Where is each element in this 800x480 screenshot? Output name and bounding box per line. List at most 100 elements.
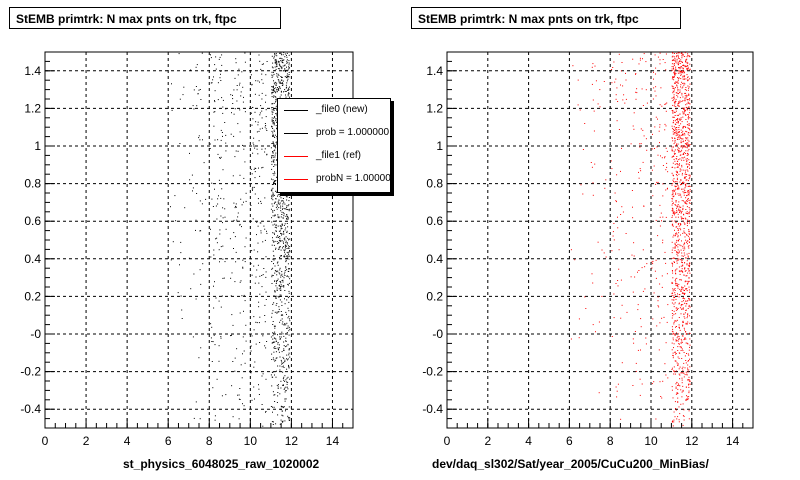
- left-scatter-point: [282, 406, 284, 407]
- right-scatter-point: [584, 296, 586, 298]
- left-scatter-point: [272, 103, 274, 105]
- left-scatter-point: [273, 161, 275, 163]
- left-scatter-point: [211, 182, 213, 184]
- left-scatter-point: [179, 264, 180, 266]
- right-scatter-point: [688, 185, 690, 187]
- right-scatter-point: [677, 333, 679, 335]
- right-scatter-point: [679, 113, 681, 115]
- right-scatter-point: [684, 280, 686, 282]
- right-scatter-point: [687, 315, 688, 317]
- right-scatter-point: [672, 425, 674, 427]
- right-scatter-point: [676, 163, 678, 165]
- right-scatter-point: [684, 236, 686, 238]
- left-scatter-point: [279, 82, 281, 84]
- left-scatter-point: [218, 249, 220, 251]
- left-scatter-point: [272, 86, 274, 88]
- right-y-tick-label: 0.8: [426, 177, 443, 191]
- right-scatter-point: [678, 106, 680, 107]
- right-scatter-point: [682, 64, 684, 66]
- legend-entry-probN: probN = 1.000000: [278, 169, 390, 189]
- left-scatter-point: [225, 108, 227, 110]
- right-scatter-point: [677, 56, 679, 58]
- left-scatter-point: [259, 293, 261, 295]
- right-scatter-point: [686, 179, 688, 181]
- left-scatter-point: [274, 183, 276, 185]
- left-scatter-point: [197, 93, 199, 94]
- left-scatter-point: [277, 195, 278, 197]
- left-scatter-point: [283, 367, 285, 368]
- left-scatter-point: [288, 251, 290, 253]
- left-scatter-point: [277, 60, 279, 62]
- right-scatter-point: [645, 343, 647, 345]
- right-scatter-point: [674, 370, 676, 372]
- right-scatter-point: [688, 392, 690, 394]
- left-scatter-point: [288, 367, 290, 369]
- right-scatter-point: [671, 263, 673, 264]
- right-scatter-point: [684, 95, 686, 97]
- right-scatter-point: [672, 420, 674, 422]
- right-scatter-point: [687, 67, 689, 69]
- left-scatter-point: [287, 255, 289, 257]
- left-scatter-point: [276, 271, 278, 273]
- left-scatter-point: [214, 101, 216, 103]
- right-scatter-point: [674, 73, 676, 75]
- left-scatter-point: [274, 91, 276, 93]
- right-scatter-point: [688, 315, 690, 317]
- right-scatter-point: [678, 127, 680, 128]
- right-scatter-point: [674, 246, 676, 248]
- left-scatter-point: [252, 107, 254, 108]
- right-scatter-point: [671, 241, 673, 243]
- left-scatter-point: [209, 148, 211, 149]
- left-scatter-point: [258, 140, 260, 142]
- left-scatter-point: [272, 232, 274, 234]
- left-scatter-point: [279, 57, 281, 59]
- left-scatter-point: [278, 63, 280, 65]
- left-scatter-point: [273, 122, 275, 124]
- left-scatter-point: [272, 67, 274, 69]
- right-scatter-point: [677, 103, 679, 105]
- left-scatter-point: [276, 227, 277, 229]
- left-scatter-point: [275, 84, 277, 86]
- right-scatter-point: [672, 133, 674, 135]
- left-scatter-point: [251, 399, 253, 401]
- right-scatter-point: [680, 249, 682, 251]
- right-scatter-point: [680, 389, 682, 391]
- left-x-tick-label: 0: [42, 434, 49, 448]
- right-scatter-point: [612, 67, 614, 68]
- right-scatter-point: [685, 197, 687, 199]
- right-scatter-point: [682, 133, 684, 135]
- right-scatter-point: [677, 171, 678, 173]
- right-scatter-point: [682, 335, 684, 337]
- right-scatter-point: [682, 292, 684, 294]
- right-scatter-point: [679, 151, 681, 153]
- left-scatter-point: [286, 381, 288, 383]
- left-scatter-point: [280, 210, 282, 212]
- right-scatter-point: [686, 253, 688, 255]
- right-scatter-point: [676, 362, 678, 364]
- left-scatter-point: [221, 395, 223, 397]
- right-scatter-point: [684, 232, 686, 234]
- left-scatter-point: [250, 350, 252, 352]
- left-scatter-point: [280, 405, 282, 407]
- left-scatter-point: [289, 250, 291, 252]
- left-scatter-point: [274, 347, 276, 349]
- right-scatter-point: [672, 223, 674, 225]
- right-scatter-point: [686, 155, 688, 156]
- left-scatter-point: [230, 133, 232, 135]
- left-scatter-point: [287, 193, 289, 195]
- left-scatter-point: [239, 174, 241, 176]
- left-scatter-point: [281, 361, 283, 363]
- left-scatter-point: [272, 341, 274, 343]
- right-scatter-point: [683, 372, 685, 374]
- right-scatter-point: [635, 370, 637, 372]
- right-scatter-point: [674, 87, 676, 89]
- left-scatter-point: [286, 345, 288, 347]
- left-scatter-point: [273, 263, 274, 265]
- right-scatter-point: [682, 307, 684, 309]
- right-scatter-point: [674, 288, 676, 289]
- right-scatter-point: [671, 367, 673, 369]
- left-scatter-point: [282, 241, 284, 243]
- right-scatter-point: [679, 158, 681, 160]
- right-scatter-point: [688, 306, 690, 308]
- right-scatter-point: [682, 100, 684, 102]
